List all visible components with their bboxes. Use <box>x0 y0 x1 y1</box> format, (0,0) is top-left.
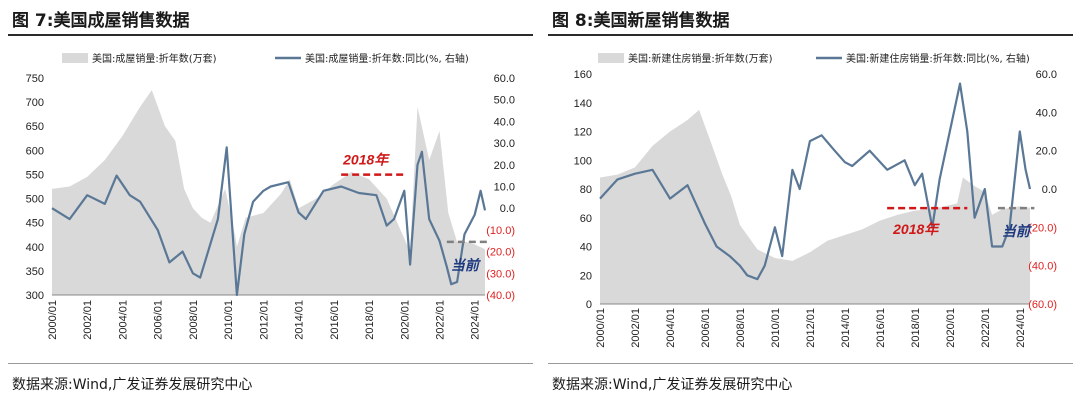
x-tick-label: 2020/01 <box>399 300 411 340</box>
annotation-label-current: 当前 <box>451 257 482 273</box>
figure-8-panel: 图 8:美国新屋销售数据 美国:新建住房销量:折年数(万套) 美国:新建住房销量… <box>540 0 1080 408</box>
plot-area: 750 700 650 600 550 500 450 400 350 300 60.0 50.0 40… <box>26 73 515 340</box>
source-note: 数据来源:Wind,广发证券发展研究中心 <box>552 377 793 393</box>
x-tick-label: 2006/01 <box>700 308 712 348</box>
x-tick-label: 2002/01 <box>630 308 642 348</box>
y-right-tick-label: (40.0) <box>1028 261 1057 273</box>
figure-7-panel: 图 7:美国成屋销售数据 美国:成屋销量:折年数(万套) 美国:成屋销量:折年数… <box>8 11 533 393</box>
y-left-tick-label: 160 <box>574 69 592 81</box>
y-left-tick-label: 60 <box>580 213 592 225</box>
legend-label: 美国:成屋销量:折年数:同比(%, 右轴) <box>305 52 469 65</box>
x-tick-label: 2006/01 <box>153 300 165 340</box>
source-note: 数据来源:Wind,广发证券发展研究中心 <box>12 377 253 393</box>
bottom-rule <box>548 363 1073 364</box>
y-left-tick-label: 550 <box>26 169 44 181</box>
legend-swatch-area <box>62 53 88 63</box>
y-left-tick-label: 140 <box>574 98 592 110</box>
y-right-tick-label: (40.0) <box>486 290 515 302</box>
x-tick-label: 2018/01 <box>364 300 376 340</box>
y-left-tick-label: 700 <box>26 97 44 109</box>
y-right-tick-label: 0.0 <box>500 203 515 215</box>
y-left-tick-label: 450 <box>26 218 44 230</box>
x-tick-label: 2012/01 <box>805 308 817 348</box>
x-tick-label: 2002/01 <box>82 300 94 340</box>
new-home-sales-chart: 美国:新建住房销量:折年数(万套) 美国:新建住房销量:折年数:同比(%, 右轴… <box>574 52 1057 348</box>
x-tick-label: 2008/01 <box>188 300 200 340</box>
line-series <box>51 146 487 297</box>
x-tick-label: 2010/01 <box>770 308 782 348</box>
y-left-tick-label: 80 <box>580 184 592 196</box>
x-tick-label: 2000/01 <box>47 300 59 340</box>
y-right-tick-label: (60.0) <box>1028 299 1057 311</box>
legend-swatch-area <box>598 53 624 63</box>
x-tick-label: 2016/01 <box>875 308 887 348</box>
x-tick-label: 2024/01 <box>1015 308 1027 348</box>
plot-area: 160 140 120 100 80 60 40 20 0 60.0 40.0 20.0 0.0 (20.… <box>574 69 1057 348</box>
x-tick-label: 2024/01 <box>470 300 482 340</box>
y-left-tick-label: 20 <box>580 270 592 282</box>
annotation-label-current: 当前 <box>1002 223 1033 239</box>
y-left-tick-label: 40 <box>580 242 592 254</box>
legend-label: 美国:新建住房销量:折年数(万套) <box>628 52 773 65</box>
x-tick-label: 2022/01 <box>980 308 992 348</box>
x-tick-label: 2020/01 <box>945 308 957 348</box>
x-tick-label: 2022/01 <box>434 300 446 340</box>
y-left-tick-label: 600 <box>26 145 44 157</box>
y-right-tick-label: 20.0 <box>1036 146 1057 158</box>
x-tick-label: 2014/01 <box>294 300 306 340</box>
x-tick-label: 2018/01 <box>910 308 922 348</box>
title-rule <box>8 34 533 36</box>
bottom-rule <box>8 363 533 364</box>
area-series <box>600 109 1030 305</box>
existing-home-sales-chart: 美国:成屋销量:折年数(万套) 美国:成屋销量:折年数:同比(%, 右轴) 75… <box>26 52 515 340</box>
x-tick-label: 2004/01 <box>665 308 677 348</box>
y-left-tick-label: 500 <box>26 194 44 206</box>
y-right-tick-label: 20.0 <box>494 160 515 172</box>
y-right-tick-label: 10.0 <box>494 182 515 194</box>
y-right-tick-label: (20.0) <box>1028 222 1057 234</box>
y-left-tick-label: 0 <box>586 299 592 311</box>
y-right-tick-label: 0.0 <box>1042 184 1057 196</box>
y-left-tick-label: 400 <box>26 242 44 254</box>
y-right-tick-label: 30.0 <box>494 138 515 150</box>
title-rule <box>548 34 1073 36</box>
annotation-label-2018: 2018年 <box>892 221 940 237</box>
x-tick-label: 2004/01 <box>117 300 129 340</box>
x-tick-label: 2012/01 <box>258 300 270 340</box>
legend-label: 美国:成屋销量:折年数(万套) <box>92 52 217 65</box>
y-left-tick-label: 300 <box>26 290 44 302</box>
y-left-tick-label: 650 <box>26 121 44 133</box>
y-right-tick-label: (10.0) <box>486 225 515 237</box>
legend-label: 美国:新建住房销量:折年数:同比(%, 右轴) <box>846 52 1030 65</box>
figure-title: 图 8:美国新屋销售数据 <box>552 11 730 31</box>
y-right-tick-label: (30.0) <box>486 268 515 280</box>
y-right-tick-label: (20.0) <box>486 247 515 259</box>
annotation-label-2018: 2018年 <box>342 152 390 168</box>
x-tick-label: 2014/01 <box>840 308 852 348</box>
y-right-tick-label: 60.0 <box>494 73 515 85</box>
y-right-tick-label: 50.0 <box>494 95 515 107</box>
figure-title: 图 7:美国成屋销售数据 <box>12 11 190 31</box>
y-right-tick-label: 60.0 <box>1036 69 1057 81</box>
x-tick-label: 2000/01 <box>595 308 607 348</box>
x-tick-label: 2010/01 <box>223 300 235 340</box>
x-tick-label: 2016/01 <box>329 300 341 340</box>
line-series <box>599 82 1032 281</box>
y-right-tick-label: 40.0 <box>1036 107 1057 119</box>
y-left-tick-label: 350 <box>26 266 44 278</box>
y-right-tick-label: 40.0 <box>494 116 515 128</box>
x-tick-label: 2008/01 <box>735 308 747 348</box>
area-series <box>52 90 485 295</box>
y-left-tick-label: 120 <box>574 127 592 139</box>
y-left-tick-label: 750 <box>26 73 44 85</box>
y-left-tick-label: 100 <box>574 155 592 167</box>
